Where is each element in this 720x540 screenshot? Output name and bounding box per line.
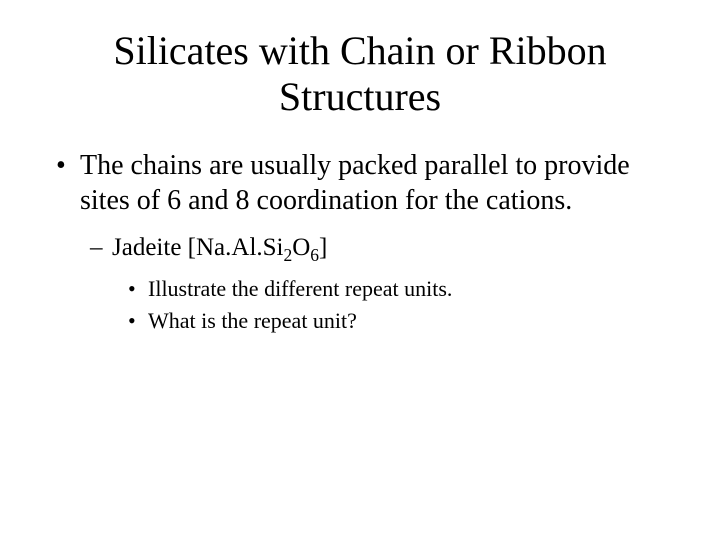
formula-mid: O xyxy=(292,234,310,261)
formula-sub: 2 xyxy=(283,245,292,265)
bullet-marker: • xyxy=(128,275,136,304)
bullet-level1: • The chains are usually packed parallel… xyxy=(80,148,670,218)
bullet-level2: – Jadeite [Na.Al.Si2O6] xyxy=(112,232,670,265)
bullet-text-formula: Jadeite [Na.Al.Si2O6] xyxy=(112,234,327,261)
bullet-text: Illustrate the different repeat units. xyxy=(148,276,452,301)
formula-prefix: Jadeite [Na.Al.Si xyxy=(112,234,283,261)
bullet-marker: • xyxy=(128,307,136,336)
bullet-level3: • What is the repeat unit? xyxy=(148,307,670,336)
slide-title: Silicates with Chain or Ribbon Structure… xyxy=(50,28,670,120)
bullet-marker: • xyxy=(56,148,66,183)
formula-sub: 6 xyxy=(310,245,319,265)
formula-suffix: ] xyxy=(319,234,327,261)
bullet-text: The chains are usually packed parallel t… xyxy=(80,150,630,216)
bullet-text: What is the repeat unit? xyxy=(148,308,357,333)
dash-marker: – xyxy=(90,232,103,265)
bullet-level3: • Illustrate the different repeat units. xyxy=(148,275,670,304)
slide: Silicates with Chain or Ribbon Structure… xyxy=(0,0,720,540)
